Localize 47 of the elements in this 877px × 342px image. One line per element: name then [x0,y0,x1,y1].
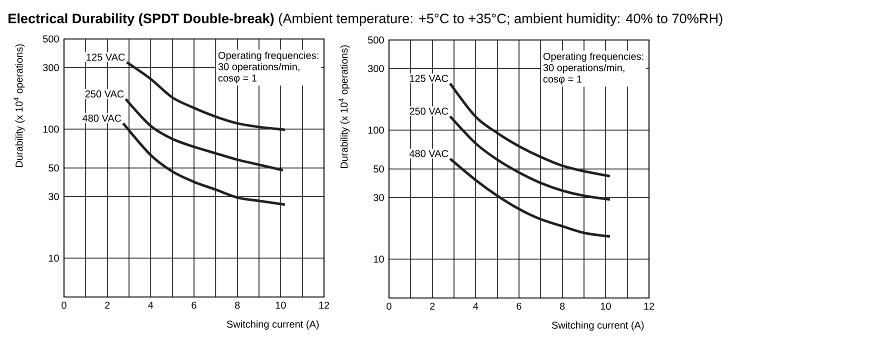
line-series [448,158,612,238]
series-label: 250 VAC [410,108,448,115]
series-label: 125 VAC [86,54,125,61]
y-tick-label: 10 [374,256,384,263]
x-tick-label: 2 [430,302,435,310]
y-tick-label: 500 [43,35,59,43]
text: Electrical Durability (SPDT Double-break) (Ambient temperature: +5°C to +35°C; ambient humidity: 40% to 70%RH) [8,13,722,26]
y-tick-label: 100 [368,126,384,134]
series-label: 125 VAC [410,74,448,82]
x-tick-label: 2 [105,302,110,309]
series-label: 480 VAC [409,150,448,158]
x-tick-label: 4 [473,302,478,310]
x-tick-label: 0 [386,302,392,310]
annotation: Operating frequencies: [543,52,644,62]
x-tick-label: 10 [276,302,286,309]
annotation: 30 operations/min, [218,62,300,72]
x-tick-label: 10 [600,302,611,310]
x-tick-label: 4 [148,302,154,309]
y-tick-label: 10 [48,254,59,262]
y-tick-label: 500 [368,36,384,44]
line-series [122,122,286,206]
y-tick-label: 300 [43,64,59,72]
series-label: 480 VAC [82,114,122,122]
y-tick-label: 30 [48,193,59,200]
line-series [124,98,284,172]
y-tick-label: 50 [48,164,59,172]
y-tick-label: 50 [374,165,384,173]
x-axis-title: Switching current (A) [552,321,644,331]
x-tick-label: 6 [192,302,196,309]
x-tick-label: 12 [644,302,654,310]
annotation: cosφ = 1 [543,76,582,85]
x-axis-title: Switching current (A) [226,320,319,330]
y-axis-title: Durability (x 10$^{4}$ operations) [14,44,25,167]
x-tick-label: 12 [319,302,330,309]
series-label: 250 VAC [85,90,124,98]
annotation: 30 operations/min, [543,64,624,74]
y-tick-label: 300 [368,65,384,72]
annotation: Operating frequencies: [218,52,318,61]
y-tick-label: 30 [374,194,384,202]
x-tick-label: 8 [560,302,565,310]
x-tick-label: 0 [62,302,66,309]
y-axis-title: Durability (x 10$^{4}$ operations) [338,45,350,168]
annotation: cosφ = 1 [218,74,256,84]
x-tick-label: 6 [516,302,522,310]
line-series [448,115,612,201]
x-tick-label: 8 [235,302,240,309]
y-tick-label: 100 [43,126,59,133]
